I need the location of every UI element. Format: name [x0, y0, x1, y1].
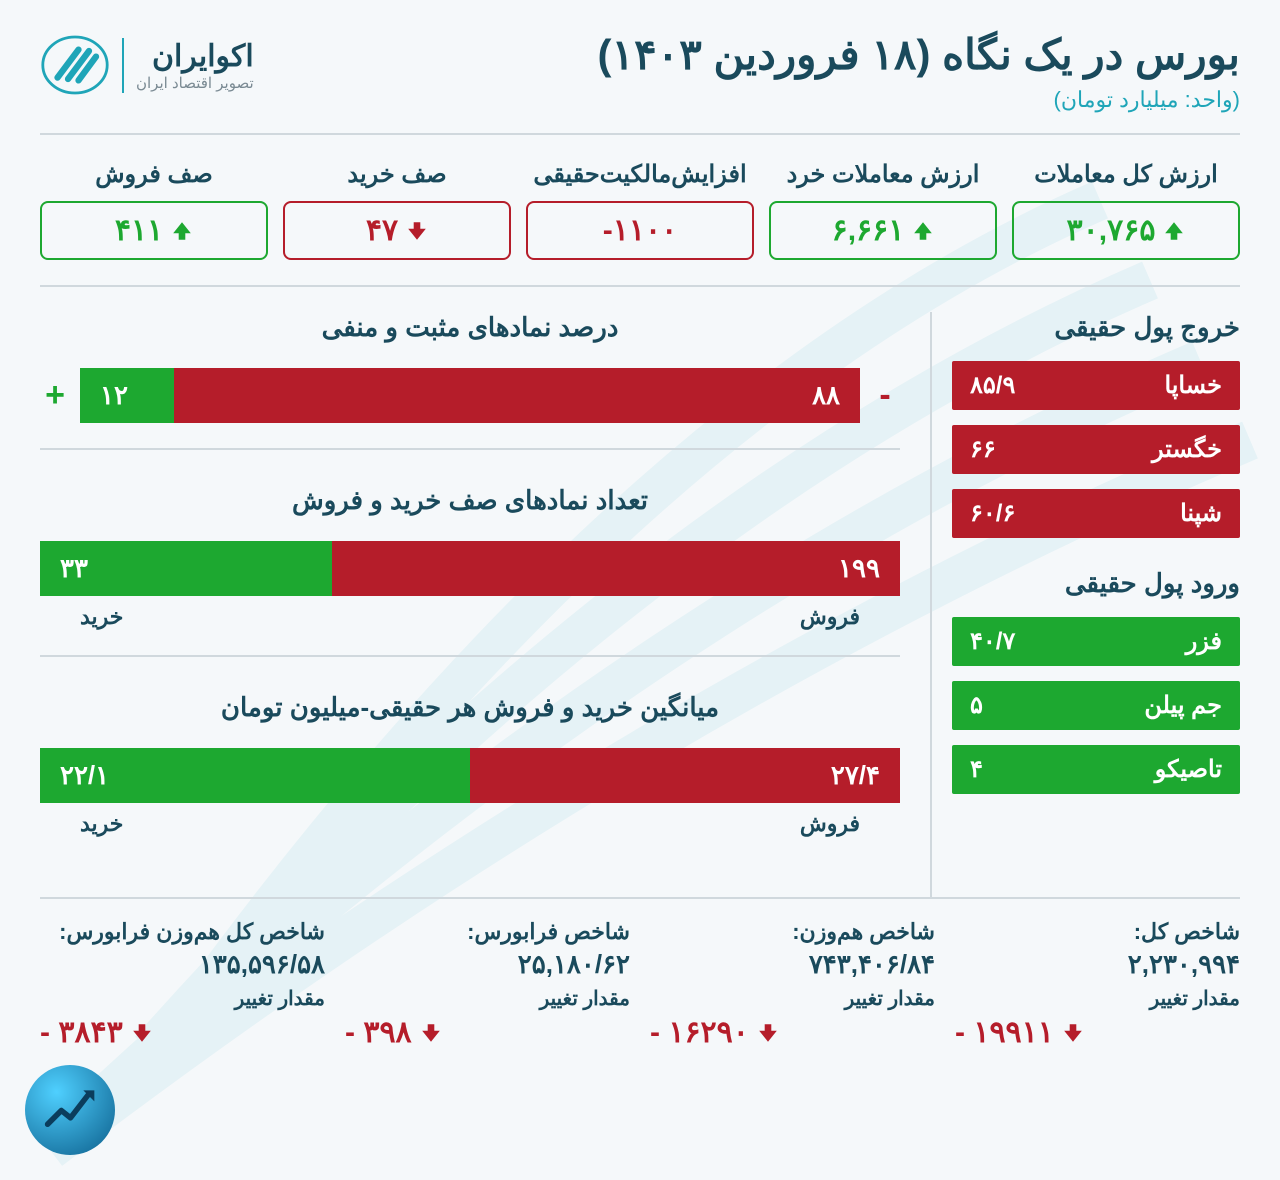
chart-badge-icon: [25, 1065, 115, 1155]
stat-box: صف فروش ۴۱۱: [40, 160, 268, 260]
inflow-title: ورود پول حقیقی: [952, 568, 1240, 599]
flow-item-name: فزر: [1186, 627, 1222, 656]
flow-item-name: خساپا: [1164, 371, 1222, 400]
indices-row: شاخص کل: ۲,۲۳۰,۹۹۴ مقدار تغییر ۱۹۹۱۱ - ش…: [40, 919, 1240, 1050]
flow-item: تاصیکو ۴: [952, 745, 1240, 794]
stat-value: ۴۱۱: [40, 201, 268, 260]
bar-segment-positive: ۳۳: [40, 541, 332, 596]
flow-item-name: شپنا: [1180, 499, 1222, 528]
index-value: ۷۴۳,۴۰۶/۸۴: [650, 949, 935, 980]
page-title: بورس در یک نگاه (۱۸ فروردین ۱۴۰۳): [598, 30, 1240, 79]
index-label: شاخص هم‌وزن:: [650, 919, 935, 945]
flow-item: خساپا ۸۵/۹: [952, 361, 1240, 410]
bar-segment-negative: ۸۸: [174, 368, 860, 423]
bar-segment-positive: ۲۲/۱: [40, 748, 470, 803]
money-flow-panel: خروج پول حقیقی خساپا ۸۵/۹ خگستر ۶۶ شپنا …: [930, 312, 1240, 897]
flow-item-value: ۵: [970, 691, 983, 720]
stat-box: ارزش کل معاملات ۳۰,۷۶۵: [1012, 160, 1240, 260]
stats-row: ارزش کل معاملات ۳۰,۷۶۵ ارزش معاملات خرد …: [40, 160, 1240, 287]
stat-label: صف خرید: [283, 160, 511, 189]
chart-queues: تعداد نمادهای صف خرید و فروش ۱۹۹ ۳۳ فروش…: [40, 485, 900, 657]
flow-item: شپنا ۶۰/۶: [952, 489, 1240, 538]
index-change: ۱۹۹۱۱ -: [955, 1015, 1240, 1050]
index-label: شاخص فرابورس:: [345, 919, 630, 945]
index-label: شاخص کل هم‌وزن فرابورس:: [40, 919, 325, 945]
logo-name: اکوایران: [136, 39, 254, 74]
index-value: ۱۳۵,۵۹۶/۵۸: [40, 949, 325, 980]
minus-sign: -: [870, 376, 900, 415]
index-change-label: مقدار تغییر: [650, 986, 935, 1011]
stat-box: افزایش‌مالکیت‌حقیقی ۱۱۰۰-: [526, 160, 754, 260]
stat-label: ارزش کل معاملات: [1012, 160, 1240, 189]
stat-label: ارزش معاملات خرد: [769, 160, 997, 189]
index-change-label: مقدار تغییر: [955, 986, 1240, 1011]
stat-value: ۳۰,۷۶۵: [1012, 201, 1240, 260]
index-box: شاخص هم‌وزن: ۷۴۳,۴۰۶/۸۴ مقدار تغییر ۱۶۲۹…: [650, 919, 935, 1050]
index-change-label: مقدار تغییر: [345, 986, 630, 1011]
logo-icon: [40, 30, 110, 100]
logo-tagline: تصویر اقتصاد ایران: [136, 74, 254, 92]
flow-item: خگستر ۶۶: [952, 425, 1240, 474]
flow-item-name: جم پیلن: [1144, 691, 1222, 720]
index-box: شاخص کل هم‌وزن فرابورس: ۱۳۵,۵۹۶/۵۸ مقدار…: [40, 919, 325, 1050]
flow-item-value: ۴: [970, 755, 983, 784]
stat-value: ۱۱۰۰-: [526, 201, 754, 260]
index-value: ۲۵,۱۸۰/۶۲: [345, 949, 630, 980]
bar-segment-negative: ۲۷/۴: [470, 748, 900, 803]
chart-pos-neg: درصد نمادهای مثبت و منفی - ۸۸ ۱۲ +: [40, 312, 900, 450]
flow-item: جم پیلن ۵: [952, 681, 1240, 730]
stat-value: ۴۷: [283, 201, 511, 260]
bar-segment-positive: ۱۲: [80, 368, 174, 423]
flow-item-value: ۸۵/۹: [970, 371, 1015, 400]
index-change: ۳۸۴۳ -: [40, 1015, 325, 1050]
charts-panel: درصد نمادهای مثبت و منفی - ۸۸ ۱۲ + تعداد…: [40, 312, 930, 897]
index-change-label: مقدار تغییر: [40, 986, 325, 1011]
stat-label: افزایش‌مالکیت‌حقیقی: [526, 160, 754, 189]
index-label: شاخص کل:: [955, 919, 1240, 945]
flow-item-name: تاصیکو: [1155, 755, 1222, 784]
index-box: شاخص فرابورس: ۲۵,۱۸۰/۶۲ مقدار تغییر ۳۹۸ …: [345, 919, 630, 1050]
header: بورس در یک نگاه (۱۸ فروردین ۱۴۰۳) (واحد:…: [40, 30, 1240, 135]
chart-avg: میانگین خرید و فروش هر حقیقی-میلیون توما…: [40, 692, 900, 862]
logo: اکوایران تصویر اقتصاد ایران: [40, 30, 254, 100]
flow-item-value: ۶۶: [970, 435, 996, 464]
flow-item-name: خگستر: [1152, 435, 1222, 464]
stat-box: صف خرید ۴۷: [283, 160, 511, 260]
stat-label: صف فروش: [40, 160, 268, 189]
bar-segment-negative: ۱۹۹: [332, 541, 900, 596]
stat-value: ۶,۶۶۱: [769, 201, 997, 260]
flow-item-value: ۴۰/۷: [970, 627, 1015, 656]
index-value: ۲,۲۳۰,۹۹۴: [955, 949, 1240, 980]
flow-item: فزر ۴۰/۷: [952, 617, 1240, 666]
index-change: ۳۹۸ -: [345, 1015, 630, 1050]
flow-item-value: ۶۰/۶: [970, 499, 1015, 528]
plus-sign: +: [40, 376, 70, 415]
stat-box: ارزش معاملات خرد ۶,۶۶۱: [769, 160, 997, 260]
page-subtitle: (واحد: میلیارد تومان): [598, 87, 1240, 113]
index-box: شاخص کل: ۲,۲۳۰,۹۹۴ مقدار تغییر ۱۹۹۱۱ -: [955, 919, 1240, 1050]
index-change: ۱۶۲۹۰ -: [650, 1015, 935, 1050]
outflow-title: خروج پول حقیقی: [952, 312, 1240, 343]
